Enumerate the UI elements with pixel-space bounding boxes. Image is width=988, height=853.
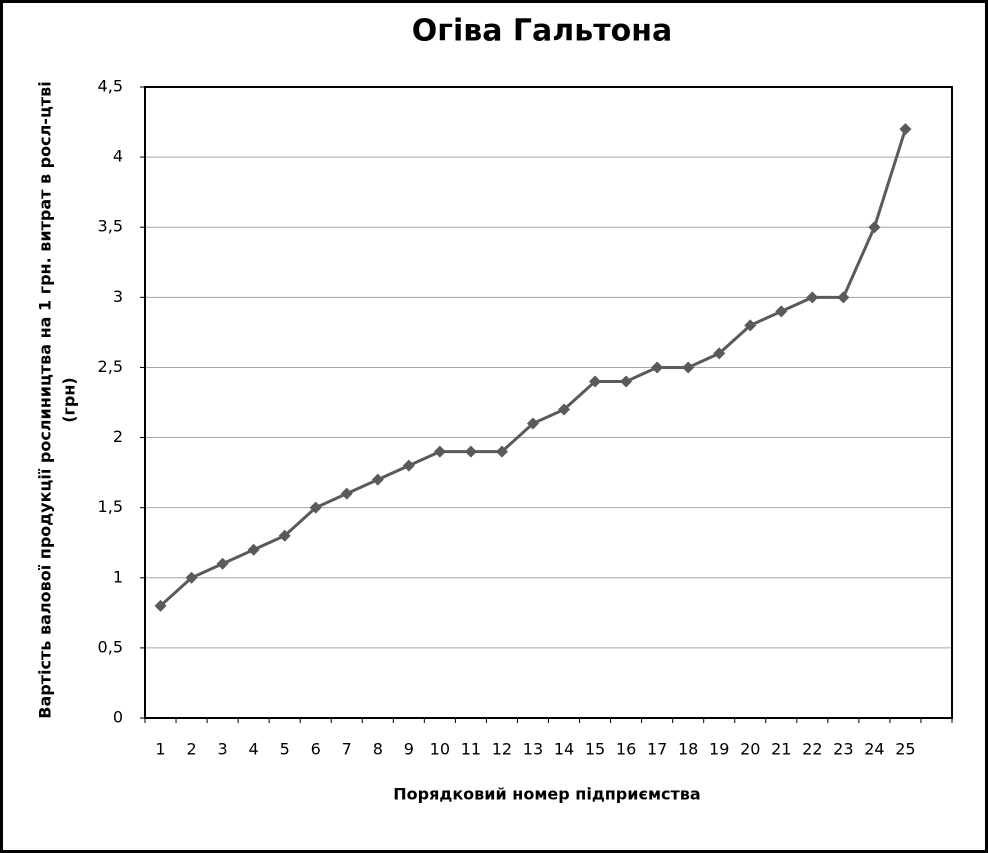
- data-point: [651, 361, 664, 374]
- x-tick-label: 21: [771, 740, 791, 759]
- data-point: [526, 417, 539, 430]
- x-tick-label: 5: [280, 740, 290, 759]
- data-point: [495, 445, 508, 458]
- y-tick-label: 2,5: [98, 357, 123, 376]
- data-point: [775, 305, 788, 318]
- y-axis-label: Вартість валової продукції рослиництва н…: [36, 81, 79, 718]
- x-tick-label: 10: [430, 740, 450, 759]
- x-tick-label: 3: [218, 740, 228, 759]
- x-tick-label: 9: [404, 740, 414, 759]
- x-tick-label: 2: [186, 740, 196, 759]
- series: [154, 123, 912, 612]
- data-point: [620, 375, 633, 388]
- data-point: [371, 473, 384, 486]
- x-tick-label: 12: [492, 740, 512, 759]
- y-axis-label-line: Вартість валової продукції рослиництва н…: [36, 81, 55, 718]
- y-tick-label: 2: [113, 427, 123, 446]
- y-tick-label: 4: [113, 147, 123, 166]
- data-point: [464, 445, 477, 458]
- y-tick-label: 3,5: [98, 217, 123, 236]
- x-tick-label: 13: [523, 740, 543, 759]
- data-point: [216, 557, 229, 570]
- data-point: [868, 221, 881, 234]
- x-tick-label: 8: [373, 740, 383, 759]
- x-tick-label: 15: [585, 740, 605, 759]
- y-tick-label: 1: [113, 567, 123, 586]
- y-tick-label: 0: [113, 708, 123, 727]
- x-tick-label: 16: [616, 740, 636, 759]
- data-point: [682, 361, 695, 374]
- chart-title: Огіва Гальтона: [412, 14, 672, 49]
- data-point: [154, 599, 167, 612]
- x-tick-label: 11: [461, 740, 481, 759]
- data-point: [278, 529, 291, 542]
- x-tick-label: 17: [647, 740, 667, 759]
- data-point: [340, 487, 353, 500]
- data-point: [806, 291, 819, 304]
- x-tick-label: 22: [802, 740, 822, 759]
- y-axis-label-line: (грн): [60, 377, 79, 423]
- y-tick-label: 1,5: [98, 497, 123, 516]
- x-tick-label: 4: [249, 740, 259, 759]
- x-tick-label: 19: [709, 740, 729, 759]
- x-tick-label: 24: [864, 740, 884, 759]
- data-point: [558, 403, 571, 416]
- data-point: [309, 501, 322, 514]
- y-tick-label: 4,5: [98, 77, 123, 96]
- data-point: [899, 123, 912, 136]
- x-tick-label: 1: [155, 740, 165, 759]
- y-tick-label: 3: [113, 287, 123, 306]
- data-point: [837, 291, 850, 304]
- x-tick-label: 14: [554, 740, 574, 759]
- x-tick-label: 7: [342, 740, 352, 759]
- y-tick-label: 0,5: [98, 637, 123, 656]
- x-tick-label: 25: [895, 740, 915, 759]
- x-tick-label: 23: [833, 740, 853, 759]
- x-tick-label: 18: [678, 740, 698, 759]
- data-point: [744, 319, 757, 332]
- x-tick-label: 20: [740, 740, 760, 759]
- data-point: [402, 459, 415, 472]
- x-axis-label: Порядковий номер підприємства: [393, 785, 700, 804]
- data-point: [433, 445, 446, 458]
- data-point: [247, 543, 260, 556]
- data-point: [713, 347, 726, 360]
- data-point: [589, 375, 602, 388]
- x-tick-label: 6: [311, 740, 321, 759]
- data-point: [185, 571, 198, 584]
